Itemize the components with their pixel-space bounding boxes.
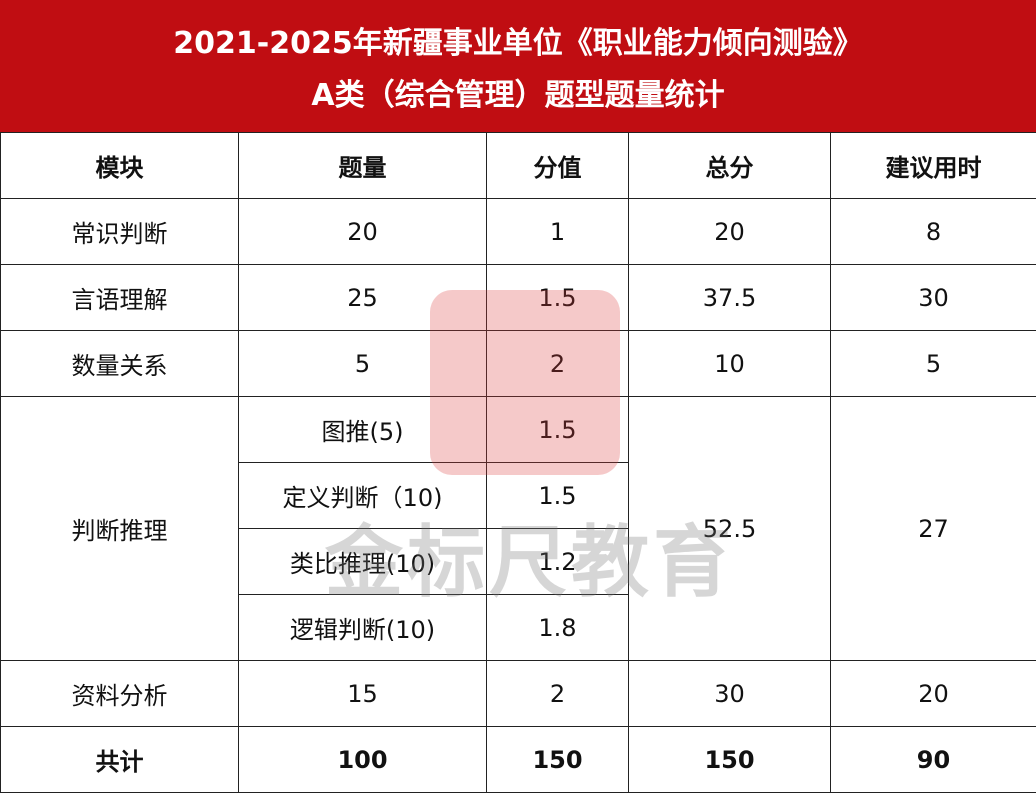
time-cell: 27 (830, 396, 1036, 661)
title-banner: 2021-2025年新疆事业单位《职业能力倾向测验》 A类（综合管理）题型题量统… (0, 0, 1036, 132)
watermark-logo (430, 290, 620, 475)
sum-module-cell: 共计 (0, 726, 239, 793)
score-cell: 2 (486, 660, 629, 727)
module-cell: 数量关系 (0, 330, 239, 397)
module-cell: 言语理解 (0, 264, 239, 331)
total-cell: 52.5 (628, 396, 831, 661)
column-header: 分值 (486, 132, 629, 199)
sum-count-cell: 100 (238, 726, 487, 793)
time-cell: 5 (830, 330, 1036, 397)
total-cell: 10 (628, 330, 831, 397)
time-cell: 20 (830, 660, 1036, 727)
column-header: 模块 (0, 132, 239, 199)
title-line: 2021-2025年新疆事业单位《职业能力倾向测验》 (173, 26, 863, 61)
score-cell: 1 (486, 198, 629, 265)
count-cell: 20 (238, 198, 487, 265)
total-cell: 30 (628, 660, 831, 727)
total-cell: 20 (628, 198, 831, 265)
column-header: 建议用时 (830, 132, 1036, 199)
column-header: 题量 (238, 132, 487, 199)
count-cell: 15 (238, 660, 487, 727)
title-line: A类（综合管理）题型题量统计 (311, 78, 725, 113)
module-cell: 常识判断 (0, 198, 239, 265)
time-cell: 30 (830, 264, 1036, 331)
watermark: 金标尺教育 (324, 518, 735, 608)
sum-time-cell: 90 (830, 726, 1036, 793)
total-cell: 37.5 (628, 264, 831, 331)
sum-score-cell: 150 (486, 726, 629, 793)
time-cell: 8 (830, 198, 1036, 265)
sum-total-cell: 150 (628, 726, 831, 793)
module-cell: 判断推理 (0, 396, 239, 661)
column-header: 总分 (628, 132, 831, 199)
module-cell: 资料分析 (0, 660, 239, 727)
